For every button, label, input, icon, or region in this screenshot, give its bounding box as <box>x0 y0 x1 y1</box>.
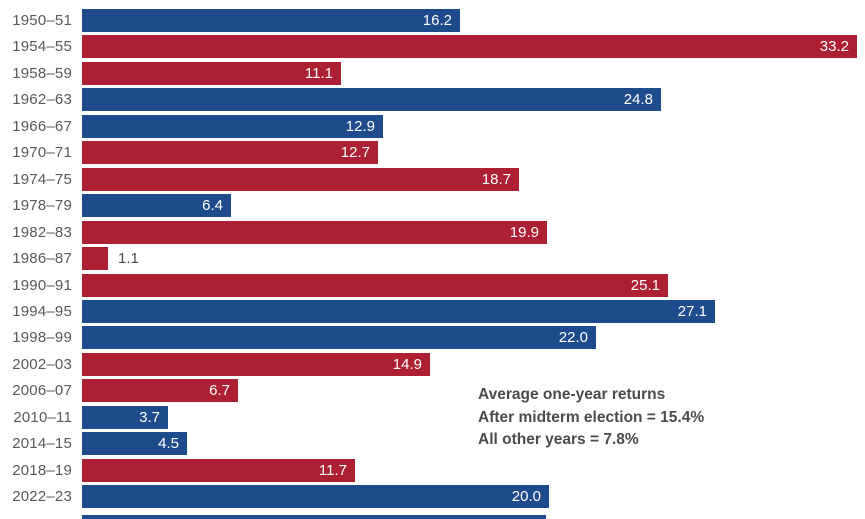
year-label: 2014–15 <box>12 435 72 453</box>
bar-row: 1986–87 1.1 <box>0 247 865 271</box>
annotation: Average one-year returns After midterm e… <box>478 384 704 452</box>
year-label: 1986–87 <box>12 250 72 268</box>
year-label: 2022–23 <box>12 488 72 506</box>
value-label: 27.1 <box>677 302 707 320</box>
value-label: 24.8 <box>623 91 653 109</box>
bar: 6.4 <box>82 194 231 218</box>
value-label: 4.5 <box>158 435 179 453</box>
year-label: 1962–63 <box>12 91 72 109</box>
bar-row: 1974–75 18.7 <box>0 167 865 191</box>
year-label: 1970–71 <box>12 144 72 162</box>
value-label: 22.0 <box>558 329 588 347</box>
bar: 11.7 <box>82 458 355 482</box>
bar: 33.2 <box>82 35 857 59</box>
bar-row: 2018–19 11.7 <box>0 458 865 482</box>
bar: 12.7 <box>82 141 378 165</box>
year-label: 2010–11 <box>13 408 72 426</box>
annotation-line-title: Average one-year returns <box>478 386 666 403</box>
value-label: 14.9 <box>392 355 422 373</box>
year-label: 2018–19 <box>12 461 72 479</box>
year-label: 1998–99 <box>12 329 72 347</box>
bar: 3.7 <box>82 405 168 429</box>
bar: 18.7 <box>82 167 519 191</box>
value-label: 12.9 <box>345 117 375 135</box>
value-label: 12.7 <box>340 144 370 162</box>
year-label: 1982–83 <box>12 223 72 241</box>
cropped-bar-bottom <box>82 515 546 519</box>
bar: 25.1 <box>82 273 668 297</box>
bar: 4.5 <box>82 432 187 456</box>
bar-row: 1954–55 33.2 <box>0 35 865 59</box>
value-label: 33.2 <box>819 38 849 56</box>
year-label: 1994–95 <box>12 302 72 320</box>
bar-row: 1970–71 12.7 <box>0 141 865 165</box>
annotation-line-other: All other years = 7.8% <box>478 431 639 448</box>
year-label: 1954–55 <box>12 38 72 56</box>
bar-row: 2022–23 20.0 <box>0 485 865 509</box>
bar: 11.1 <box>82 61 341 85</box>
year-label: 2006–07 <box>12 382 72 400</box>
year-label: 1978–79 <box>12 197 72 215</box>
bar: 22.0 <box>82 326 596 350</box>
bar-row: 1950–51 16.2 <box>0 9 865 32</box>
value-label: 3.7 <box>139 408 160 426</box>
bar-row: 1962–63 24.8 <box>0 88 865 112</box>
year-label: 1958–59 <box>12 64 72 82</box>
bar-row: 1990–91 25.1 <box>0 273 865 297</box>
value-label: 20.0 <box>511 488 541 506</box>
bar: 6.7 <box>82 379 238 403</box>
value-label: 11.1 <box>304 64 333 82</box>
bar: 12.9 <box>82 114 383 138</box>
bar-row: 2002–03 14.9 <box>0 352 865 376</box>
bar-row: 1966–67 12.9 <box>0 114 865 138</box>
year-label: 1990–91 <box>12 276 72 294</box>
year-label: 1974–75 <box>12 170 72 188</box>
value-label: 6.7 <box>209 382 230 400</box>
value-label: 19.9 <box>509 223 539 241</box>
bar: 14.9 <box>82 352 430 376</box>
bar-row: 2014–15 4.5 <box>0 432 865 456</box>
bar-row: 2010–11 3.7 <box>0 405 865 429</box>
bar: 24.8 <box>82 88 661 112</box>
bar: 16.2 <box>82 9 460 32</box>
value-label: 18.7 <box>481 170 511 188</box>
annotation-line-midterm: After midterm election = 15.4% <box>478 408 705 426</box>
bar: 27.1 <box>82 299 715 323</box>
bar-row: 2006–07 6.7 <box>0 379 865 403</box>
year-label: 1966–67 <box>12 117 72 135</box>
bar-row: 1994–95 27.1 <box>0 299 865 323</box>
bar-row: 1982–83 19.9 <box>0 220 865 244</box>
bar: 20.0 <box>82 485 549 509</box>
bar: 19.9 <box>82 220 547 244</box>
bar-row: 1978–79 6.4 <box>0 194 865 218</box>
bar <box>82 247 108 271</box>
value-label: 16.2 <box>422 12 452 29</box>
bar-row: 1958–59 11.1 <box>0 61 865 85</box>
value-label: 25.1 <box>630 276 660 294</box>
bar-row: 1998–99 22.0 <box>0 326 865 350</box>
year-label: 2002–03 <box>12 355 72 373</box>
value-label: 1.1 <box>118 250 139 268</box>
value-label: 6.4 <box>202 197 223 215</box>
value-label: 11.7 <box>318 461 347 479</box>
year-label: 1950–51 <box>12 12 72 29</box>
